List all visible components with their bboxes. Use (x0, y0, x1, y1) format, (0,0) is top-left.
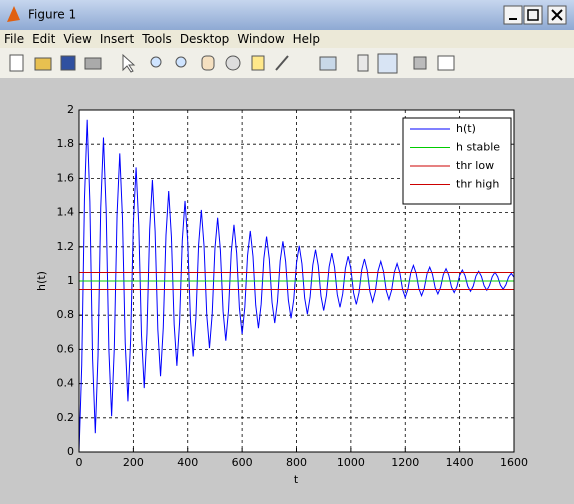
y-tick-label: 1 (67, 274, 74, 287)
menu-item[interactable]: File (4, 32, 25, 46)
menu-item[interactable]: Help (292, 32, 320, 46)
y-tick-label: 0.2 (57, 411, 75, 424)
x-tick-label: 400 (177, 456, 198, 469)
x-tick-label: 600 (232, 456, 253, 469)
x-tick-label: 200 (123, 456, 144, 469)
x-tick-label: 0 (76, 456, 83, 469)
menu-item[interactable]: Tools (142, 32, 172, 46)
close-glyph (551, 9, 563, 21)
toolbar-icons (9, 53, 455, 74)
minimize-button[interactable] (503, 5, 523, 25)
pointer-icon[interactable] (122, 53, 136, 73)
title-bar-graphics: Figure 1 (7, 5, 567, 25)
legend-label: h stable (456, 141, 500, 154)
x-axis-label: t (294, 473, 299, 486)
title-bar: Figure 1 (0, 0, 574, 30)
y-tick-label: 1.8 (57, 137, 75, 150)
hide-tools-icon[interactable] (413, 56, 427, 70)
x-tick-label: 1400 (446, 456, 474, 469)
window-title: Figure 1 (28, 8, 76, 22)
menu-item[interactable]: Desktop (179, 32, 230, 46)
y-tick-label: 0.8 (57, 308, 75, 321)
zoom-out-icon[interactable] (175, 56, 187, 68)
legend-box (402, 117, 512, 205)
y-tick-label: 0.4 (57, 377, 75, 390)
x-tick-label: 1600 (500, 456, 528, 469)
menu-bar: File Edit View Insert Tools Desktop Window Help (0, 30, 574, 48)
link-icon[interactable] (319, 56, 337, 71)
maximize-button[interactable] (523, 5, 543, 25)
new-icon[interactable] (9, 54, 24, 72)
app-icon (7, 6, 20, 22)
show-tools-icon[interactable] (437, 55, 455, 71)
print-icon[interactable] (84, 57, 102, 70)
brush-icon[interactable] (275, 55, 289, 71)
zoom-in-icon[interactable] (150, 56, 162, 68)
series-line (78, 119, 515, 453)
y-tick-label: 1.2 (57, 240, 75, 253)
x-tick-label: 1200 (391, 456, 419, 469)
y-tick-label: 0.6 (57, 342, 75, 355)
axes-box (78, 109, 515, 453)
pan-icon[interactable] (201, 55, 215, 71)
maximize-glyph (527, 9, 539, 21)
legend-label: h(t) (456, 122, 476, 135)
axes: t h(t) 0 200 400 600 800 1000 1200 1400 1600 0 0.2… (35, 103, 528, 486)
toolbar (0, 48, 574, 79)
colorbar-icon[interactable] (357, 54, 369, 72)
y-axis-label: h(t) (35, 271, 48, 291)
save-icon[interactable] (60, 55, 76, 71)
y-tick-label: 0 (67, 445, 74, 458)
datacursor-icon[interactable] (251, 55, 265, 71)
open-icon[interactable] (34, 57, 52, 71)
rotate-icon[interactable] (225, 55, 241, 71)
x-tick-label: 1000 (337, 456, 365, 469)
toolbar-buttons (9, 53, 455, 74)
menu-item[interactable]: Edit (32, 32, 56, 46)
legend-label: thr high (456, 178, 499, 191)
figure-canvas: t h(t) 0 200 400 600 800 1000 1200 1400 1600 0 0.2… (0, 78, 574, 504)
y-tick-label: 1.4 (57, 206, 75, 219)
menu-item[interactable]: View (63, 32, 92, 46)
y-tick-label: 1.6 (57, 171, 75, 184)
menu-item[interactable]: Window (237, 32, 285, 46)
x-tick-label: 800 (286, 456, 307, 469)
legend-label: thr low (456, 159, 494, 172)
legend-icon[interactable] (377, 53, 398, 74)
menu-item[interactable]: Insert (99, 32, 135, 46)
y-tick-label: 2 (67, 103, 74, 116)
